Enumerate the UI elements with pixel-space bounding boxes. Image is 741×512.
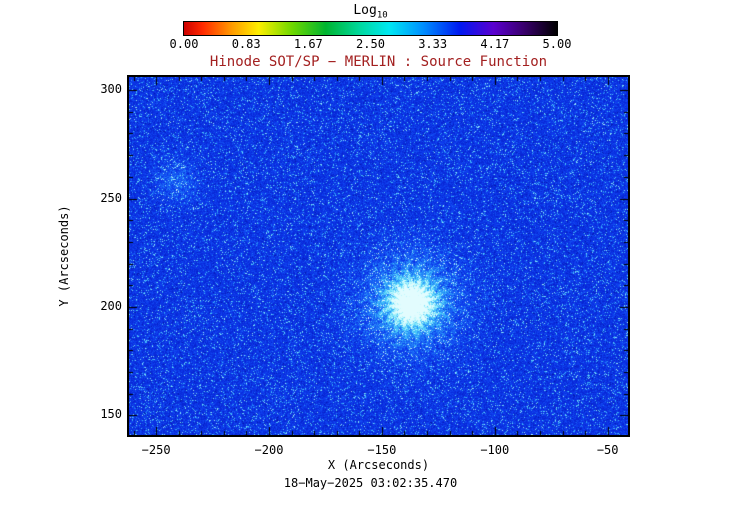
x-axis-tick-label: −250 — [141, 443, 171, 457]
colorbar-tick-label: 0.83 — [231, 37, 261, 51]
colorbar-tick-label: 1.67 — [293, 37, 323, 51]
x-axis-tick-label: −150 — [367, 443, 397, 457]
y-axis-tick-label: 300 — [100, 82, 122, 97]
plot-title: Hinode SOT/SP − MERLIN : Source Function — [209, 54, 548, 70]
y-axis-tick-label: 250 — [100, 190, 122, 205]
y-axis-tick-label: 200 — [100, 298, 122, 313]
colorbar-tick-label: 2.50 — [356, 37, 385, 51]
x-axis-tick-label: −50 — [596, 443, 619, 457]
timestamp: 18−May−2025 03:02:35.470 — [283, 476, 458, 490]
colorbar-title: Log10 — [0, 3, 741, 21]
y-axis-label: Y (Arcseconds) — [57, 205, 71, 307]
y-axis-tick-label: 150 — [100, 407, 122, 422]
heatmap-canvas — [129, 77, 628, 435]
x-axis-label: X (Arcseconds) — [327, 458, 430, 472]
x-axis-tick-label: −100 — [480, 443, 510, 457]
colorbar-tick-label: 3.33 — [418, 37, 448, 51]
plot-area — [127, 75, 630, 437]
colorbar-gradient — [183, 21, 558, 36]
x-axis-tick-label: −200 — [254, 443, 284, 457]
colorbar-tick-label: 5.00 — [542, 37, 572, 51]
colorbar-title-text: Log — [353, 3, 377, 18]
colorbar-title-subscript: 10 — [376, 10, 388, 21]
colorbar-tick-label: 4.17 — [480, 37, 510, 51]
colorbar-tick-label: 0.00 — [169, 37, 199, 51]
